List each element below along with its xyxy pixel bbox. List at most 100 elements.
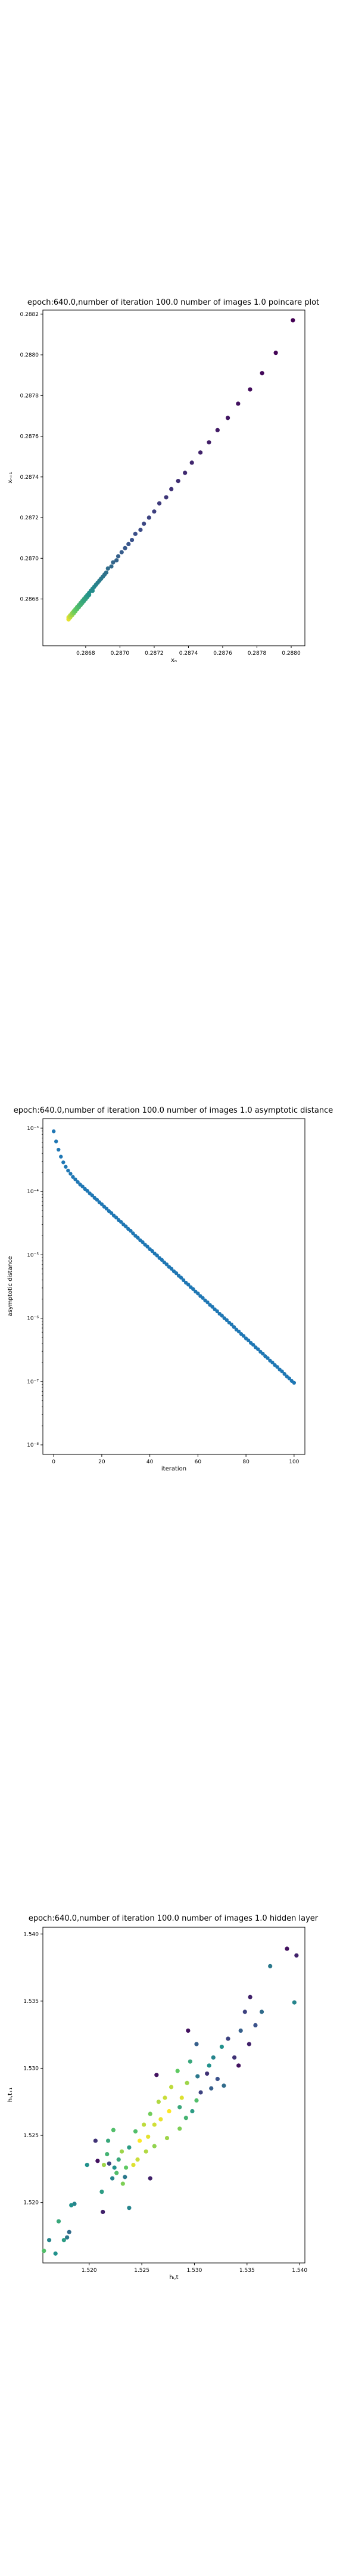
hidden-layer-point [190,2109,195,2114]
distance-point [124,1224,128,1228]
asymptotic-distance-plot-ticks: 0 20 40 60 80 100 10⁻³ 10⁻⁴ 10⁻⁵ 10⁻⁶ 10⁻⁷ 10⁻⁸ [27,1126,300,1465]
distance-point [155,1253,159,1258]
hidden-layer-plot-x-tick-label: 1.530 [187,2268,202,2274]
hidden-layer-point [142,2122,146,2127]
hidden-layer-point [169,2085,174,2089]
hidden-layer-point [123,2175,127,2179]
hidden-layer-point [61,2238,66,2243]
distance-point [54,1140,58,1144]
poincare-point [215,428,220,432]
poincare-point [104,570,109,575]
poincare-point [126,541,131,546]
poincare-plot: epoch:640.0,number of iteration 100.0 nu… [7,298,319,664]
hidden-layer-point [211,2055,216,2060]
asymptotic-distance-plot-y-tick-label: 10⁻⁷ [27,1379,39,1385]
poincare-point [198,450,203,455]
asymptotic-distance-plot-axes-frame [42,1118,305,1455]
asymptotic-distance-plot-x-tick-label: 60 [195,1459,202,1465]
poincare-plot-x-tick-label: 0.2874 [179,651,198,657]
hidden-layer-point [105,2151,110,2157]
distance-point [179,1275,183,1280]
hidden-layer-point [148,2111,152,2116]
hidden-layer-point [219,2044,224,2049]
hidden-layer-point [195,2074,200,2079]
hidden-layer-point [164,2135,170,2141]
hidden-layer-point [133,2129,138,2134]
distance-point [119,1219,123,1224]
poincare-point [207,440,211,445]
poincare-plot-x-tick-label: 0.2868 [76,651,95,657]
asymptotic-distance-plot-y-tick-label: 10⁻⁴ [27,1189,39,1195]
hidden-layer-point [127,2206,132,2210]
hidden-layer-point [114,2171,119,2175]
hidden-layer-plot-x-tick-label: 1.540 [292,2268,307,2274]
hidden-layer-point [127,2145,132,2150]
hidden-layer-point [137,2138,142,2143]
hidden-layer-point [186,2028,191,2033]
distance-point [224,1318,229,1322]
hidden-layer-plot-y-tick-label: 1.530 [23,2066,39,2072]
hidden-layer-point [105,2138,111,2143]
poincare-point [260,371,264,376]
poincare-point [123,546,127,550]
asymptotic-distance-plot-y-tick-label: 10⁻⁸ [27,1442,39,1448]
poincare-plot-y-tick-label: 0.2876 [20,434,39,440]
distance-point [287,1376,291,1380]
distance-point [104,1206,109,1211]
distance-point [215,1309,219,1314]
poincare-point [129,537,135,543]
poincare-point [176,479,180,484]
poincare-point [157,501,162,506]
distance-point [196,1291,200,1296]
distance-point [80,1184,85,1188]
poincare-plot-y-tick-label: 0.2882 [20,312,39,318]
distance-point [64,1165,68,1169]
poincare-point [164,495,169,500]
distance-point [191,1287,195,1291]
poincare-plot-title: epoch:640.0,number of iteration 100.0 nu… [27,298,319,307]
distance-point [210,1305,214,1309]
hidden-layer-plot-y-label: hᵢ,t₊₁ [7,2088,14,2103]
poincare-plot-y-tick-label: 0.2870 [20,556,39,562]
hidden-layer-point [232,2055,237,2060]
poincare-point [248,387,252,392]
hidden-layer-plot-y-tick-label: 1.535 [23,1999,39,2005]
hidden-layer-plot-x-tick-label: 1.525 [134,2268,149,2274]
hidden-layer-point [185,2080,189,2085]
hidden-layer-point [259,2010,264,2014]
hidden-layer-point [194,2042,199,2046]
poincare-plot-y-tick-label: 0.2880 [20,352,39,358]
hidden-layer-point [123,2165,129,2170]
distance-point [66,1168,70,1173]
poincare-point [225,416,230,420]
poincare-plot-y-tick-label: 0.2878 [20,393,39,399]
distance-point [256,1347,260,1351]
poincare-point [273,351,278,355]
distance-point [59,1154,63,1159]
hidden-layer-point [238,2028,243,2033]
poincare-plot-axes-frame [42,309,305,646]
poincare-point [109,564,114,569]
distance-point [282,1371,286,1376]
hidden-layer-point [99,2190,104,2194]
distance-point [131,1231,135,1236]
hidden-layer-point [95,2159,100,2163]
poincare-plot-x-tick-label: 0.2876 [213,651,232,657]
distance-point [136,1236,140,1240]
hidden-layer-point [268,1964,273,1968]
poincare-point [146,515,151,520]
poincare-plot-y-label: xₙ₊₁ [7,472,14,483]
hidden-layer-point [47,2238,52,2243]
distance-point [251,1343,255,1347]
distance-point [292,1380,297,1385]
hidden-layer-point [247,2042,251,2046]
distance-point [241,1334,246,1338]
hidden-layer-plot: epoch:640.0,number of iteration 100.0 nu… [7,1914,319,2281]
hidden-layer-plot-points [42,1946,299,2256]
hidden-layer-point [56,2219,61,2224]
poincare-point [189,460,194,465]
asymptotic-distance-plot-y-tick-label: 10⁻⁶ [27,1316,39,1322]
hidden-layer-point [146,2134,151,2139]
distance-point [71,1175,75,1179]
hidden-layer-point [209,2086,214,2091]
